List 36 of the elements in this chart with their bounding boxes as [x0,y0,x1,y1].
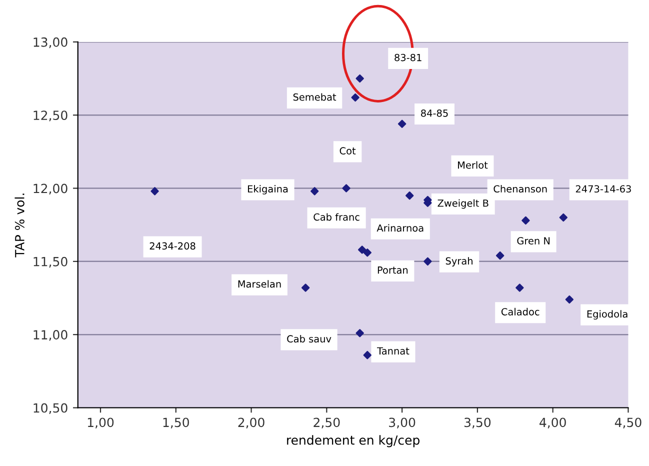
annotation: Tannat [377,347,410,355]
x-tick-label: 4,00 [540,418,566,428]
y-tick-label: 11,00 [34,330,68,341]
x-tick-label: 3,50 [464,418,491,428]
annotation: Gren N [517,237,550,244]
annotation: 83-81 [394,54,422,62]
annotation: Marselan [238,280,281,288]
x-tick-label: 4,50 [614,418,642,428]
annotation: Merlot [458,161,488,169]
annotation: 84-85 [421,109,448,117]
x-axis-title: rendement en kg/cep [287,435,420,448]
annotation: Portan [378,266,408,274]
annotation: Cab franc [314,213,360,221]
annotation: 2473-14-63 [576,185,631,193]
annotation: Cot [340,147,356,155]
x-tick-label: 2,50 [314,418,340,428]
x-tick-label: 1,00 [88,418,114,428]
annotation: Arinarnoa [376,224,424,232]
y-tick-label: 12,50 [34,110,68,122]
annotation: Ekigaina [248,185,288,194]
annotation: Chenanson [494,185,547,193]
annotation: 2434-208 [150,242,196,250]
annotation: Cab sauv [287,335,332,343]
y-tick-label: 13,00 [34,37,68,48]
y-tick-label: 12,00 [34,184,68,194]
annotation: Zweigelt B [438,199,488,209]
annotation: Egiodola [587,310,628,320]
annotation: Semebat [293,93,336,101]
x-tick-label: 3,00 [389,418,416,428]
y-tick-label: 10,50 [34,403,68,414]
x-tick-label: 1,50 [163,418,189,428]
x-tick-label: 2,00 [238,418,264,428]
y-tick-label: 11,50 [34,256,68,268]
y-axis-title: TAP % vol. [14,194,24,258]
annotation: Syrah [446,257,472,266]
annotation: Caladoc [501,308,540,316]
